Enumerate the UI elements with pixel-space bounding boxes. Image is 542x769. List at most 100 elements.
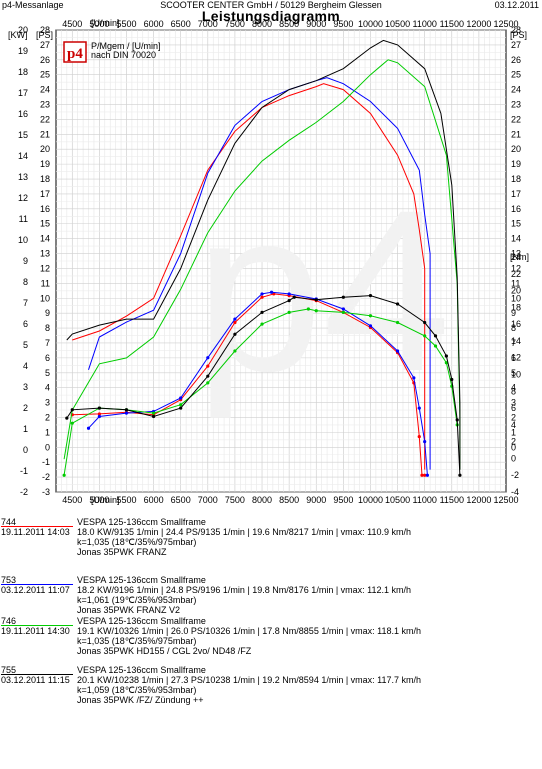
ps-tick-label-right: 13 <box>511 249 521 259</box>
series-755-torque-point <box>395 302 400 306</box>
ps-unit-label-right: [PS] <box>510 30 527 40</box>
series-744-torque-line <box>72 293 425 476</box>
run-date: 03.12.2011 11:15 <box>1 675 70 685</box>
run-detail-line: k=1,035 (18℃/35%/975mbar) <box>77 537 197 547</box>
ps-tick-label-left: 21 <box>40 129 50 139</box>
nm-tick-label: 16 <box>511 319 521 329</box>
series-746-torque-point <box>70 421 74 425</box>
ps-tick-label-left: 6 <box>45 353 50 363</box>
kw-tick-label: 1 <box>23 424 28 434</box>
series-753-torque-point <box>425 473 429 477</box>
ps-tick-label-left: 4 <box>45 383 50 393</box>
x-tick-label-top: 10500 <box>385 19 410 29</box>
p4-logo: p4 <box>63 41 87 63</box>
ps-tick-label-right: 4 <box>511 383 516 393</box>
kw-tick-label: 20 <box>18 25 28 35</box>
ps-unit-label-left: [PS] <box>36 30 53 40</box>
x-tick-label-top: 9500 <box>333 19 353 29</box>
x-tick-label-top: 10000 <box>358 19 383 29</box>
series-746-torque-point <box>341 310 345 314</box>
x-tick-label-bottom: 9500 <box>333 495 353 505</box>
series-755-torque-point <box>97 406 101 410</box>
run-detail-line: k=1,059 (18℃/35%/953mbar) <box>77 685 197 695</box>
series-746-torque-point <box>306 307 310 311</box>
series-746-torque-point <box>206 381 210 385</box>
run-color-line <box>1 584 73 585</box>
nm-tick-label: 10 <box>511 370 521 380</box>
ps-tick-label-left: 10 <box>40 293 50 303</box>
ps-tick-label-right: 6 <box>511 353 516 363</box>
x-tick-label-bottom: 6000 <box>144 495 164 505</box>
run-date: 19.11.2011 14:03 <box>1 527 70 537</box>
nm-tick-label: 4 <box>511 420 516 430</box>
series-755-torque-point <box>444 354 448 358</box>
series-753-torque-point <box>260 292 264 296</box>
run-detail-line: k=1,035 (18℃/35%/975mbar) <box>77 636 197 646</box>
run-detail-line: VESPA 125-136ccm Smallframe <box>77 616 206 626</box>
ps-tick-label-right: 23 <box>511 100 521 110</box>
series-755-torque-point <box>455 418 459 422</box>
x-tick-label-bottom: 5500 <box>116 495 136 505</box>
kw-tick-label: 9 <box>23 256 28 266</box>
ps-tick-label-left: -2 <box>42 472 50 482</box>
x-tick-label-top: 4500 <box>62 19 82 29</box>
series-746-torque-point <box>151 411 156 415</box>
ps-tick-label-left: 19 <box>40 159 50 169</box>
nm-unit-label: [Nm] <box>510 252 529 262</box>
x-tick-label-top: 6000 <box>144 19 164 29</box>
x-tick-label-top: 12500 <box>493 19 518 29</box>
series-755-torque-point <box>314 298 318 302</box>
x-tick-label-bottom: 9000 <box>306 495 326 505</box>
ps-tick-label-right: 9 <box>511 308 516 318</box>
ps-tick-label-right: 17 <box>511 189 521 199</box>
ps-tick-label-right: 12 <box>511 263 521 273</box>
x-tick-label-bottom: 12000 <box>466 495 491 505</box>
series-753-torque-point <box>233 317 237 321</box>
kw-tick-label: 13 <box>18 172 28 182</box>
legend-box-line2: nach DIN 70020 <box>91 50 156 60</box>
series-755-torque-point <box>458 473 462 477</box>
series-744-torque-point <box>260 295 264 299</box>
kw-tick-label: 11 <box>19 214 28 224</box>
series-755-torque-point <box>70 408 74 412</box>
series-753-torque-point <box>341 307 345 311</box>
kw-tick-label: 3 <box>23 382 28 392</box>
series-744-torque-point <box>97 412 101 416</box>
kw-tick-label: 17 <box>18 88 28 98</box>
ps-tick-label-left: 17 <box>40 189 50 199</box>
ps-tick-label-right: 2 <box>511 412 516 422</box>
run-detail-line: Jonas 35PWK /FZ/ Zündung ++ <box>77 695 204 705</box>
nm-tick-label: 0 <box>511 453 516 463</box>
series-744-torque-point <box>423 473 427 477</box>
x-tick-label-bottom: 11000 <box>412 495 436 505</box>
ps-tick-label-right: 28 <box>511 25 521 35</box>
x-tick-label-bottom: 7000 <box>198 495 218 505</box>
series-744-torque-point <box>420 473 424 477</box>
kw-tick-label: 12 <box>18 193 28 203</box>
run-detail-line: 18.0 KW/9135 1/min | 24.4 PS/9135 1/min … <box>77 527 412 537</box>
series-755-torque-point <box>124 408 129 412</box>
series-753-torque-point <box>124 411 129 415</box>
ps-tick-label-left: 11 <box>41 278 50 288</box>
series-744-torque-point <box>417 435 421 439</box>
ps-tick-label-right: 27 <box>511 40 521 50</box>
ps-tick-label-right: 21 <box>511 129 521 139</box>
ps-tick-label-right: 18 <box>511 174 521 184</box>
kw-tick-label: -2 <box>20 487 28 497</box>
kw-unit-label: [KW] <box>8 30 28 40</box>
run-detail-line: Jonas 35PWK HD155 / CGL 2vo/ ND48 /FZ <box>77 646 252 656</box>
run-details: VESPA 125-136ccm Smallframe 20.1 KW/10238… <box>77 665 421 705</box>
rpm-unit-label-top: [U/min] <box>91 18 120 28</box>
x-tick-label-top: 5500 <box>116 19 136 29</box>
ps-tick-label-left: 20 <box>40 144 50 154</box>
series-753-torque-point <box>269 290 274 294</box>
series-753-torque-point <box>412 376 416 380</box>
x-tick-label-bottom: 6500 <box>171 495 191 505</box>
run-detail-line: 18.2 KW/9196 1/min | 24.8 PS/9196 1/min … <box>77 585 412 595</box>
diagram-title: Leistungsdiagramm <box>201 8 341 24</box>
x-tick-label-top: 9000 <box>306 19 326 29</box>
ps-tick-label-left: -1 <box>42 457 50 467</box>
ps-tick-label-left: 14 <box>40 234 50 244</box>
series-755-torque-point <box>423 320 427 325</box>
ps-tick-label-left: 9 <box>45 308 50 318</box>
